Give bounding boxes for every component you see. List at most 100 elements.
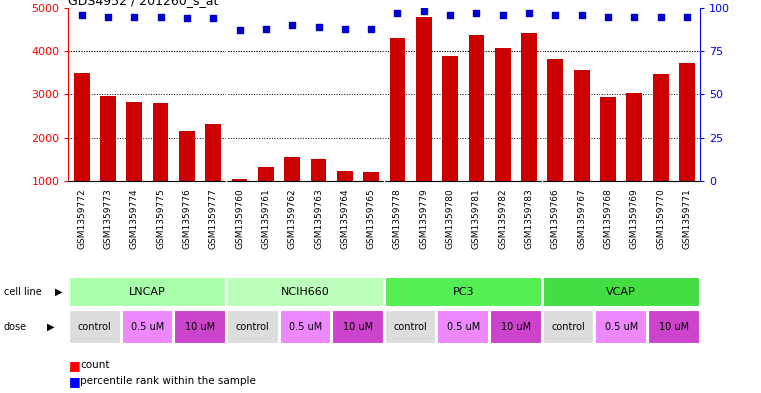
Text: ■: ■ [68, 375, 80, 388]
Text: 10 uM: 10 uM [343, 322, 373, 332]
Bar [279, 310, 331, 344]
Bar [179, 130, 195, 224]
Text: NCIH660: NCIH660 [281, 287, 330, 297]
Bar [416, 17, 431, 224]
Bar [69, 277, 226, 307]
Text: GDS4952 / 201260_s_at: GDS4952 / 201260_s_at [68, 0, 219, 7]
Text: GSM1359763: GSM1359763 [314, 188, 323, 249]
Text: GSM1359777: GSM1359777 [209, 188, 218, 249]
Point [128, 13, 140, 20]
Point [602, 13, 614, 20]
Point [654, 13, 667, 20]
Text: control: control [78, 322, 112, 332]
Bar [227, 277, 384, 307]
Point [391, 10, 403, 16]
Text: GSM1359776: GSM1359776 [183, 188, 192, 249]
Text: GSM1359769: GSM1359769 [630, 188, 638, 249]
Point [313, 24, 325, 30]
Bar [521, 33, 537, 224]
Bar [258, 167, 274, 224]
Text: control: control [393, 322, 428, 332]
Bar [122, 310, 174, 344]
Bar [69, 310, 120, 344]
Text: 10 uM: 10 uM [659, 322, 689, 332]
Bar [469, 35, 484, 224]
Text: GSM1359771: GSM1359771 [683, 188, 692, 249]
Text: 10 uM: 10 uM [501, 322, 531, 332]
Bar [679, 63, 695, 224]
Text: GSM1359760: GSM1359760 [235, 188, 244, 249]
Text: dose: dose [4, 322, 27, 332]
Point [102, 13, 114, 20]
Point [470, 10, 482, 16]
Text: control: control [552, 322, 585, 332]
Text: VCAP: VCAP [607, 287, 636, 297]
Text: GSM1359774: GSM1359774 [130, 188, 139, 249]
Text: GSM1359768: GSM1359768 [603, 188, 613, 249]
Bar [205, 124, 221, 224]
Text: GSM1359770: GSM1359770 [656, 188, 665, 249]
Point [575, 12, 587, 18]
Text: LNCAP: LNCAP [129, 287, 166, 297]
Text: GSM1359766: GSM1359766 [551, 188, 560, 249]
Bar [363, 172, 379, 224]
Point [207, 15, 219, 21]
Point [549, 12, 562, 18]
Bar [74, 73, 90, 224]
Bar [490, 310, 542, 344]
Bar [385, 277, 542, 307]
Bar [153, 103, 168, 224]
Text: 0.5 uM: 0.5 uM [131, 322, 164, 332]
Text: GSM1359773: GSM1359773 [103, 188, 113, 249]
Text: percentile rank within the sample: percentile rank within the sample [80, 376, 256, 386]
Bar [174, 310, 226, 344]
Bar [385, 310, 436, 344]
Point [681, 13, 693, 20]
Point [260, 26, 272, 32]
Point [523, 10, 535, 16]
Text: GSM1359761: GSM1359761 [261, 188, 270, 249]
Bar [100, 96, 116, 224]
Point [154, 13, 167, 20]
Bar [543, 277, 699, 307]
Text: GSM1359762: GSM1359762 [288, 188, 297, 249]
Point [497, 12, 509, 18]
Bar [337, 171, 352, 224]
Text: control: control [236, 322, 269, 332]
Point [339, 26, 351, 32]
Text: ▶: ▶ [47, 322, 55, 332]
Bar [442, 56, 458, 224]
Point [75, 12, 88, 18]
Text: GSM1359772: GSM1359772 [77, 188, 86, 249]
Text: GSM1359778: GSM1359778 [393, 188, 402, 249]
Text: GSM1359780: GSM1359780 [446, 188, 454, 249]
Text: GSM1359767: GSM1359767 [577, 188, 586, 249]
Bar [495, 48, 511, 224]
Bar [543, 310, 594, 344]
Bar [285, 157, 300, 224]
Bar [227, 310, 279, 344]
Bar [653, 74, 668, 224]
Text: 0.5 uM: 0.5 uM [447, 322, 480, 332]
Bar [438, 310, 489, 344]
Bar [626, 94, 642, 224]
Bar [595, 310, 647, 344]
Text: GSM1359782: GSM1359782 [498, 188, 508, 249]
Text: cell line: cell line [4, 287, 42, 297]
Point [365, 26, 377, 32]
Point [234, 27, 246, 33]
Text: 10 uM: 10 uM [185, 322, 215, 332]
Text: 0.5 uM: 0.5 uM [288, 322, 322, 332]
Bar [231, 180, 247, 224]
Text: GSM1359775: GSM1359775 [156, 188, 165, 249]
Point [444, 12, 456, 18]
Text: count: count [80, 360, 110, 371]
Bar [574, 70, 590, 224]
Point [181, 15, 193, 21]
Point [418, 8, 430, 15]
Bar [547, 59, 563, 224]
Bar [648, 310, 699, 344]
Text: GSM1359764: GSM1359764 [340, 188, 349, 249]
Text: 0.5 uM: 0.5 uM [604, 322, 638, 332]
Bar [333, 310, 384, 344]
